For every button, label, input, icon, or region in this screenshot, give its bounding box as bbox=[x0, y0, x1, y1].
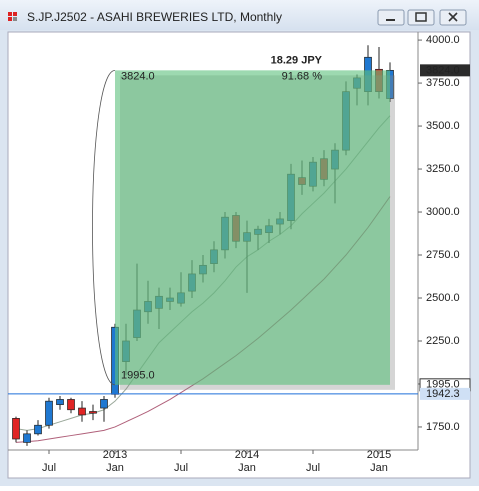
x-tick-label: Jan bbox=[238, 462, 256, 474]
y-tick-label: 1750.0 bbox=[426, 421, 460, 433]
x-tick-label: Jul bbox=[306, 462, 320, 474]
year-label: 2013 bbox=[103, 449, 127, 461]
y-tick-label: 2750.0 bbox=[426, 249, 460, 261]
measure-box bbox=[115, 70, 390, 385]
y-tick-label: 2250.0 bbox=[426, 335, 460, 347]
candle-body bbox=[67, 399, 75, 411]
y-tick-label: 4000.0 bbox=[426, 34, 460, 46]
candle-body bbox=[45, 400, 53, 426]
hline-tag-box bbox=[420, 387, 470, 400]
candle-body bbox=[23, 433, 31, 443]
year-label: 2014 bbox=[235, 449, 259, 461]
minimize-button[interactable] bbox=[377, 9, 405, 26]
maximize-button[interactable] bbox=[407, 9, 435, 26]
year-label: 2015 bbox=[367, 449, 391, 461]
y-tick-label: 3750.0 bbox=[426, 77, 460, 89]
last-price-tag-box bbox=[420, 64, 470, 77]
y-tick-label: 3500.0 bbox=[426, 120, 460, 132]
window-title: S.JP.J2502 - ASAHI BREWERIES LTD, Monthl… bbox=[27, 10, 282, 24]
box-percent: 91.68 % bbox=[282, 70, 323, 82]
app-icon bbox=[8, 12, 17, 21]
hline-tag: 1942.3 bbox=[426, 388, 460, 400]
box-bottom-label: 1995.0 bbox=[121, 370, 155, 382]
box-top-label: 3824.0 bbox=[121, 70, 155, 82]
y-tick-label: 3000.0 bbox=[426, 206, 460, 218]
drawing-curve bbox=[92, 69, 116, 386]
candle-body bbox=[34, 424, 42, 435]
y-tick-label: 2500.0 bbox=[426, 292, 460, 304]
y-tick-label: 3250.0 bbox=[426, 163, 460, 175]
candle-body bbox=[56, 399, 64, 405]
candle-body bbox=[100, 399, 108, 409]
last-price-tag: 3824.0 bbox=[426, 64, 460, 76]
candle-body bbox=[78, 407, 86, 416]
x-tick-label: Jul bbox=[174, 462, 188, 474]
x-tick-label: Jan bbox=[370, 462, 388, 474]
plot bbox=[8, 45, 418, 446]
box-change: 18.29 JPY bbox=[271, 54, 323, 66]
x-tick-label: Jul bbox=[42, 462, 56, 474]
candle-body bbox=[89, 411, 97, 414]
axes: 1750.02000.02250.02500.02750.03000.03250… bbox=[42, 34, 471, 474]
box-bottom-tag: 1995.0 bbox=[426, 379, 460, 391]
x-tick-label: Jan bbox=[106, 462, 124, 474]
candle-body bbox=[12, 418, 20, 440]
close-button[interactable] bbox=[439, 9, 467, 26]
